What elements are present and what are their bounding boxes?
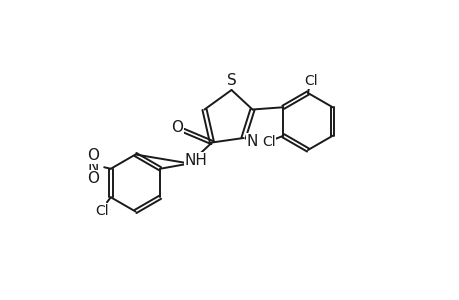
Text: N: N <box>87 160 98 175</box>
Text: O: O <box>87 171 99 186</box>
Text: S: S <box>226 73 236 88</box>
Text: NH: NH <box>184 153 207 168</box>
Text: Cl: Cl <box>262 135 275 149</box>
Text: N: N <box>246 134 257 148</box>
Text: Cl: Cl <box>95 204 108 218</box>
Text: Cl: Cl <box>303 74 317 88</box>
Text: O: O <box>171 120 183 135</box>
Text: O: O <box>87 148 99 163</box>
